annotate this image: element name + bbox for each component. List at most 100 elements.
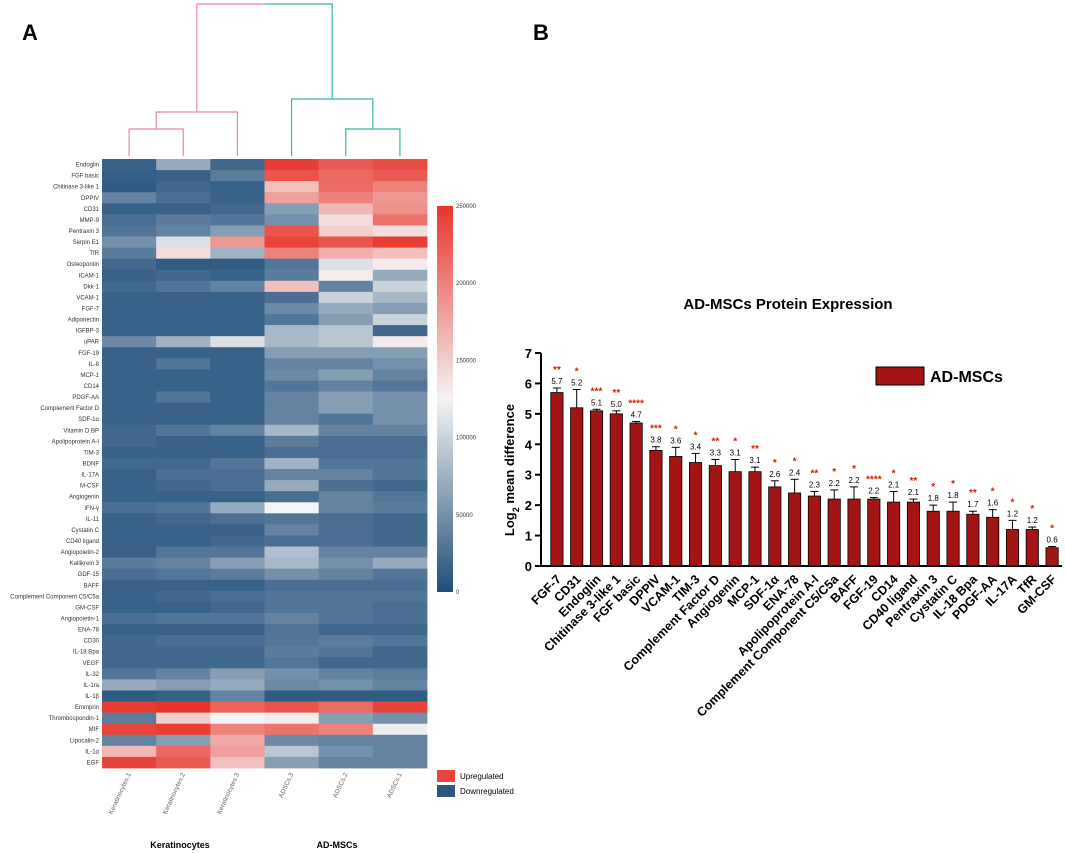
heatmap-cell-thrombospondin-1-keratinocytes-2 [156, 712, 211, 725]
heatmap-cell-sdf-1-keratinocytes-2 [156, 413, 211, 426]
heatmap-cell-ifn-adscs-3 [264, 502, 320, 514]
value-label-tim-3: 3.4 [690, 442, 702, 451]
value-label-il-17a: 1.2 [1007, 509, 1019, 518]
heatmap-cell-fgf-7-keratinocytes-2 [156, 302, 211, 315]
heatmap-cell-il-11-keratinocytes-2 [156, 513, 211, 525]
heatmap-cell-il-1-keratinocytes-1 [102, 690, 157, 702]
heatmap-cell-il-17a-adscs-2 [318, 469, 374, 481]
heatmap-column-label-adscs-2: ADSCs.2 [332, 772, 350, 800]
heatmap-column-label-keratinocytes-1: Keratinocytes.1 [108, 772, 133, 816]
heatmap-row-label-endoglin: Endoglin [76, 163, 99, 169]
heatmap-cell-angiopoietin-2-keratinocytes-1 [102, 546, 157, 559]
heatmap-cell-thrombospondin-1-keratinocytes-1 [102, 712, 157, 725]
bar-apolipoprotein-a-i [807, 495, 821, 567]
heatmap-cell-icam-1-adscs-3 [264, 269, 320, 282]
heatmap-cell-vitamin-d-bp-keratinocytes-1 [102, 424, 157, 437]
heatmap-cell-cd31-adscs-3 [264, 203, 320, 215]
heatmap-cell-endoglin-keratinocytes-1 [102, 159, 157, 171]
heatmap-cell-fgf-basic-keratinocytes-3 [210, 170, 265, 182]
heatmap-cell-il-32-adscs-2 [318, 668, 374, 680]
heatmap-cell-cd40-ligand-keratinocytes-1 [102, 535, 157, 547]
bar-y-tick-2: 2 [525, 498, 532, 513]
heatmap-cell-fgf-19-keratinocytes-2 [156, 347, 211, 359]
heatmap-cell-vcam-1-keratinocytes-1 [102, 291, 157, 304]
heatmap-cell-mmp-9-keratinocytes-3 [210, 214, 265, 226]
heatmap-cell-apolipoprotein-a-i-adscs-3 [264, 435, 320, 448]
heatmap-cell-upar-keratinocytes-2 [156, 336, 211, 348]
heatmap-cell-emmprin-adscs-2 [318, 701, 374, 714]
value-label-fgf-19: 2.2 [868, 487, 880, 496]
heatmap-cell-cd40-ligand-adscs-3 [264, 535, 320, 547]
significance-fgf-19: **** [866, 475, 882, 486]
heatmap-cell-angiogenin-adscs-2 [318, 491, 374, 503]
heatmap-cell-osteopontin-adscs-2 [318, 258, 374, 271]
group-label-ad-mscs: AD-MSCs [316, 840, 357, 850]
heatmap-cell-il-1ra-keratinocytes-1 [102, 679, 157, 691]
heatmap-cell-ena-78-adscs-1 [372, 624, 428, 636]
bar-y-tick-4: 4 [525, 437, 533, 452]
heatmap-cell-vcam-1-keratinocytes-2 [156, 291, 211, 304]
heatmap-cell-angiopoietin-2-adscs-3 [264, 546, 320, 559]
heatmap-row-label-pdgf-aa: PDGF-AA [72, 395, 99, 401]
heatmap-cell-cd30-keratinocytes-2 [156, 635, 211, 647]
heatmap-cell-il-17a-keratinocytes-1 [102, 469, 157, 481]
heatmap-cell-il-11-adscs-2 [318, 513, 374, 525]
heatmap-cell-cd14-adscs-1 [372, 380, 428, 392]
heatmap-cell-dkk-1-adscs-2 [318, 280, 374, 293]
heatmap-cell-vegf-keratinocytes-2 [156, 657, 211, 669]
heatmap-cell-fgf-19-adscs-2 [318, 347, 374, 359]
heatmap-cell-fgf-basic-keratinocytes-2 [156, 170, 211, 182]
heatmap-cell-angiopoietin-2-keratinocytes-3 [210, 546, 265, 559]
heatmap-row-label-kallikrein-3: Kallikrein 3 [70, 561, 100, 567]
bar-baff [847, 498, 861, 567]
heatmap-row-label-emmprin: Emmprin [75, 705, 99, 711]
heatmap-cell-ena-78-adscs-2 [318, 624, 374, 636]
bar-fgf-7 [550, 392, 564, 567]
heatmap-cell-il-11-adscs-3 [264, 513, 320, 525]
heatmap-cell-vitamin-d-bp-keratinocytes-2 [156, 424, 211, 437]
heatmap-cell-cd30-keratinocytes-3 [210, 635, 265, 647]
heatmap-cell-angiopoietin-2-adscs-1 [372, 546, 428, 559]
heatmap-cell-cystatin-c-keratinocytes-3 [210, 524, 265, 536]
heatmap-cell-cd31-adscs-1 [372, 203, 428, 215]
panel-a-letter: A [22, 20, 38, 45]
heatmap-cell-complement-factor-d-keratinocytes-2 [156, 402, 211, 415]
heatmap-cell-cd31-adscs-2 [318, 203, 374, 215]
value-label-baff: 2.2 [848, 476, 860, 485]
panel-b-letter: B [533, 20, 549, 45]
heatmap-row-label-cd40-ligand: CD40 ligand [66, 539, 99, 545]
value-label-pentraxin-3: 1.8 [928, 494, 940, 503]
bar-vcam-1 [669, 456, 683, 567]
heatmap-cell-complement-factor-d-keratinocytes-3 [210, 402, 265, 415]
heatmap-cell-angiopoietin-1-adscs-1 [372, 612, 428, 625]
heatmap-cell-fgf-7-adscs-1 [372, 302, 428, 315]
heatmap-cell-emmprin-keratinocytes-1 [102, 701, 157, 714]
significance-dppiv: *** [650, 424, 662, 435]
heatmap-cell-dppiv-adscs-2 [318, 192, 374, 204]
significance-cd31: * [575, 367, 579, 378]
heatmap-cell-endoglin-adscs-3 [264, 159, 320, 171]
significance-complement-component-c5-c5a: * [832, 467, 836, 478]
bar-fgf-19 [867, 498, 881, 567]
bar-cd40-ligand [906, 501, 920, 567]
heatmap-cell-adiponectin-adscs-2 [318, 314, 374, 326]
heatmap-cell-apolipoprotein-a-i-adscs-2 [318, 435, 374, 448]
heatmap-cell-cd31-keratinocytes-2 [156, 203, 211, 215]
heatmap-cell-lipocalin-2-keratinocytes-2 [156, 734, 211, 747]
heatmap-cell-angiopoietin-1-keratinocytes-1 [102, 612, 157, 625]
heatmap-row-label-vcam-1: VCAM-1 [76, 295, 99, 301]
heatmap-cell-vitamin-d-bp-adscs-1 [372, 424, 428, 437]
heatmap-cell-dkk-1-keratinocytes-1 [102, 280, 157, 293]
heatmap-cell-vcam-1-adscs-2 [318, 291, 374, 304]
heatmap-cell-il-18-bpa-adscs-1 [372, 646, 428, 658]
value-label-mcp-1: 3.1 [749, 456, 761, 465]
value-label-angiogenin: 3.1 [730, 449, 742, 458]
heatmap-row-label-ena-78: ENA-78 [78, 628, 100, 634]
heatmap-cell-gdf-15-adscs-3 [264, 568, 320, 581]
value-label-dppiv: 3.8 [650, 436, 662, 445]
heatmap-cell-apolipoprotein-a-i-keratinocytes-1 [102, 435, 157, 448]
bar-legend-label: AD-MSCs [930, 369, 1003, 386]
heatmap-cell-emmprin-adscs-1 [372, 701, 428, 714]
heatmap-cell-tim-3-keratinocytes-1 [102, 446, 157, 459]
heatmap-cell-vcam-1-adscs-1 [372, 291, 428, 304]
